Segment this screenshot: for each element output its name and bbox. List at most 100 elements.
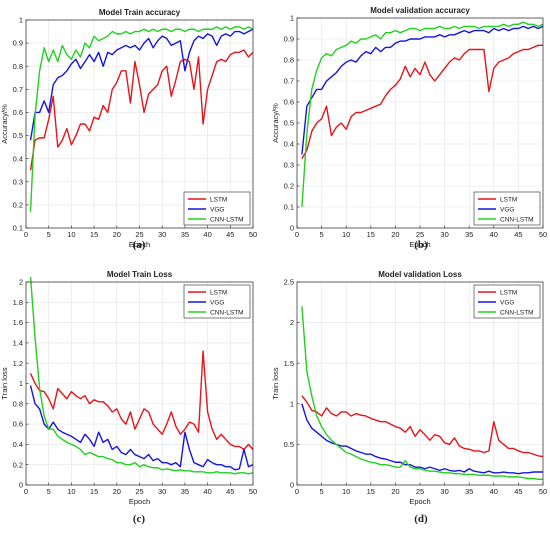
x-tick-label: 5	[320, 487, 324, 496]
series-line-lstm	[301, 44, 543, 160]
y-tick-label: 1.5	[284, 359, 294, 368]
x-tick-label: 15	[90, 230, 98, 239]
y-tick-label: 0.4	[284, 140, 294, 149]
y-tick-label: 1.4	[13, 339, 23, 348]
y-tick-label: 0.2	[13, 460, 23, 469]
legend: LSTM VGG CNN-LSTM	[473, 284, 541, 319]
y-tick-label: 1	[19, 16, 23, 25]
y-tick-label: 0.7	[13, 85, 23, 94]
x-tick-label: 30	[440, 230, 448, 239]
panel-caption: (d)	[414, 513, 428, 525]
series-line-cnn-lstm	[301, 21, 544, 208]
legend-label-cnn-lstm: CNN-LSTM	[210, 216, 244, 223]
y-tick-label: 0.8	[284, 56, 294, 65]
legend-label-cnn-lstm: CNN-LSTM	[210, 309, 244, 316]
y-tick-label: 0.4	[13, 440, 23, 449]
x-tick-label: 35	[465, 230, 473, 239]
y-axis-label: Accuracy/%	[271, 103, 280, 143]
y-axis-label: Train loss	[271, 367, 280, 399]
panel-caption: (b)	[414, 239, 428, 251]
y-tick-label: 0	[19, 481, 23, 490]
y-tick-label: 0.9	[284, 35, 294, 44]
y-tick-label: 0.6	[284, 98, 294, 107]
y-tick-label: 0.6	[13, 420, 23, 429]
x-tick-label: 10	[342, 230, 350, 239]
legend-label-vgg: VGG	[210, 299, 224, 306]
y-tick-label: 1.8	[13, 298, 23, 307]
x-tick-label: 25	[416, 230, 424, 239]
legend-label-vgg: VGG	[500, 206, 514, 213]
x-tick-label: 5	[47, 230, 51, 239]
legend-label-lstm: LSTM	[210, 196, 227, 203]
y-tick-label: 0.3	[13, 177, 23, 186]
y-tick-label: 0.5	[284, 440, 294, 449]
legend-label-cnn-lstm: CNN-LSTM	[500, 309, 534, 316]
x-tick-label: 0	[295, 230, 299, 239]
y-tick-label: 0.2	[13, 200, 23, 209]
x-tick-label: 15	[90, 487, 98, 496]
y-tick-label: 2	[19, 278, 23, 287]
chart-title: Model Train Loss	[107, 270, 173, 279]
y-tick-label: 0.7	[284, 77, 294, 86]
x-tick-label: 10	[67, 487, 75, 496]
y-tick-label: 1	[290, 14, 294, 23]
y-tick-label: 0.1	[13, 224, 23, 233]
y-tick-label: 0.5	[13, 131, 23, 140]
legend-label-cnn-lstm: CNN-LSTM	[500, 216, 534, 223]
legend-label-lstm: LSTM	[500, 196, 517, 203]
y-tick-label: 0.8	[13, 399, 23, 408]
x-tick-label: 40	[490, 230, 498, 239]
chart-panel-3: 0 5 10 15 20 25 30 35 40 45 50 0 0.5 1 1.5 2 2.5 Model va…	[271, 270, 547, 525]
chart-title: Model validation accuracy	[370, 6, 470, 15]
y-axis-label: Train loss	[0, 367, 9, 399]
x-tick-label: 0	[295, 487, 299, 496]
legend-label-vgg: VGG	[210, 206, 224, 213]
x-axis-label: Epoch	[409, 240, 430, 249]
y-axis-label: Accuracy/%	[0, 104, 9, 144]
panel-caption: (c)	[133, 513, 146, 525]
y-tick-label: 2.5	[284, 278, 294, 287]
legend-label-lstm: LSTM	[210, 289, 227, 296]
y-tick-label: 1.6	[13, 318, 23, 327]
series-line-cnn-lstm	[301, 306, 543, 481]
chart-title: Model Train accuracy	[99, 8, 181, 17]
legend: LSTM VGG CNN-LSTM	[183, 284, 251, 319]
chart-panel-1: 0 5 10 15 20 25 30 35 40 45 50 0 0.1 0.2 0.3 0.4 0.5 0.6 0…	[271, 6, 547, 251]
x-tick-label: 45	[514, 230, 522, 239]
y-tick-label: 0.4	[13, 154, 23, 163]
y-tick-label: 0	[290, 224, 294, 233]
x-tick-label: 40	[203, 230, 211, 239]
x-tick-label: 20	[113, 487, 121, 496]
x-tick-label: 5	[320, 230, 324, 239]
x-tick-label: 50	[249, 230, 257, 239]
x-tick-label: 50	[539, 230, 547, 239]
x-axis-label: Epoch	[409, 497, 430, 506]
x-tick-label: 25	[135, 230, 143, 239]
x-axis-label: Epoch	[129, 497, 150, 506]
series-line-cnn-lstm	[29, 26, 254, 212]
x-tick-label: 50	[539, 487, 547, 496]
x-tick-label: 30	[440, 487, 448, 496]
series-line-cnn-lstm	[29, 276, 254, 475]
legend: LSTM VGG CNN-LSTM	[183, 191, 251, 226]
series-line-vgg	[29, 385, 254, 471]
y-tick-label: 0.9	[13, 39, 23, 48]
y-tick-label: 0.3	[284, 161, 294, 170]
x-tick-label: 45	[226, 487, 234, 496]
x-tick-label: 45	[514, 487, 522, 496]
x-tick-label: 10	[342, 487, 350, 496]
x-tick-label: 40	[203, 487, 211, 496]
y-tick-label: 1	[19, 379, 23, 388]
x-tick-label: 15	[367, 230, 375, 239]
series-line-lstm	[301, 395, 544, 458]
y-tick-label: 2	[290, 318, 294, 327]
x-tick-label: 50	[249, 487, 257, 496]
series-line-lstm	[29, 49, 254, 171]
chart-title: Model validation Loss	[378, 270, 462, 279]
legend-label-vgg: VGG	[500, 299, 514, 306]
series-line-vgg	[301, 25, 544, 155]
x-tick-label: 0	[24, 487, 28, 496]
y-tick-label: 0	[290, 481, 294, 490]
